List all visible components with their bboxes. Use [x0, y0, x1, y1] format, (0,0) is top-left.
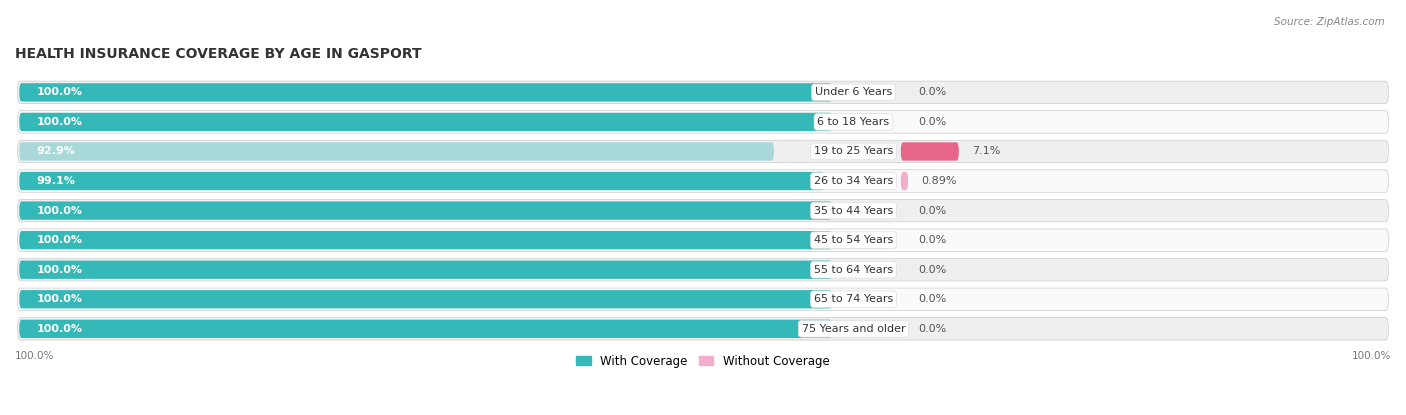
Text: Source: ZipAtlas.com: Source: ZipAtlas.com: [1274, 17, 1385, 27]
FancyBboxPatch shape: [20, 231, 832, 249]
Legend: With Coverage, Without Coverage: With Coverage, Without Coverage: [572, 350, 834, 372]
FancyBboxPatch shape: [20, 83, 832, 102]
Text: 26 to 34 Years: 26 to 34 Years: [814, 176, 893, 186]
Text: 100.0%: 100.0%: [1351, 351, 1391, 361]
Text: 75 Years and older: 75 Years and older: [801, 324, 905, 334]
Text: 0.0%: 0.0%: [918, 265, 946, 275]
Text: 6 to 18 Years: 6 to 18 Years: [817, 117, 890, 127]
Text: 19 to 25 Years: 19 to 25 Years: [814, 146, 893, 156]
FancyBboxPatch shape: [20, 142, 773, 161]
FancyBboxPatch shape: [20, 261, 832, 279]
Text: HEALTH INSURANCE COVERAGE BY AGE IN GASPORT: HEALTH INSURANCE COVERAGE BY AGE IN GASP…: [15, 47, 422, 61]
FancyBboxPatch shape: [18, 199, 1388, 222]
FancyBboxPatch shape: [18, 317, 1388, 340]
FancyBboxPatch shape: [901, 142, 959, 161]
Text: 100.0%: 100.0%: [37, 324, 83, 334]
Text: 0.0%: 0.0%: [918, 205, 946, 216]
Text: 0.0%: 0.0%: [918, 235, 946, 245]
Text: 100.0%: 100.0%: [15, 351, 55, 361]
FancyBboxPatch shape: [18, 288, 1388, 310]
Text: 35 to 44 Years: 35 to 44 Years: [814, 205, 893, 216]
Text: 92.9%: 92.9%: [37, 146, 76, 156]
Text: 45 to 54 Years: 45 to 54 Years: [814, 235, 893, 245]
Text: 0.0%: 0.0%: [918, 294, 946, 304]
FancyBboxPatch shape: [901, 172, 908, 190]
Text: 0.0%: 0.0%: [918, 324, 946, 334]
FancyBboxPatch shape: [18, 140, 1388, 163]
Text: 100.0%: 100.0%: [37, 117, 83, 127]
Text: 100.0%: 100.0%: [37, 294, 83, 304]
Text: 100.0%: 100.0%: [37, 205, 83, 216]
Text: 0.0%: 0.0%: [918, 88, 946, 98]
Text: 0.0%: 0.0%: [918, 117, 946, 127]
Text: 0.89%: 0.89%: [921, 176, 956, 186]
Text: 65 to 74 Years: 65 to 74 Years: [814, 294, 893, 304]
FancyBboxPatch shape: [20, 201, 832, 220]
FancyBboxPatch shape: [20, 290, 832, 308]
Text: 100.0%: 100.0%: [37, 235, 83, 245]
Text: Under 6 Years: Under 6 Years: [815, 88, 893, 98]
FancyBboxPatch shape: [18, 259, 1388, 281]
Text: 100.0%: 100.0%: [37, 265, 83, 275]
FancyBboxPatch shape: [20, 320, 832, 338]
Text: 100.0%: 100.0%: [37, 88, 83, 98]
FancyBboxPatch shape: [18, 111, 1388, 133]
FancyBboxPatch shape: [18, 170, 1388, 192]
FancyBboxPatch shape: [20, 113, 832, 131]
Text: 7.1%: 7.1%: [972, 146, 1000, 156]
FancyBboxPatch shape: [18, 81, 1388, 104]
Text: 99.1%: 99.1%: [37, 176, 76, 186]
FancyBboxPatch shape: [20, 172, 825, 190]
FancyBboxPatch shape: [18, 229, 1388, 251]
Text: 55 to 64 Years: 55 to 64 Years: [814, 265, 893, 275]
